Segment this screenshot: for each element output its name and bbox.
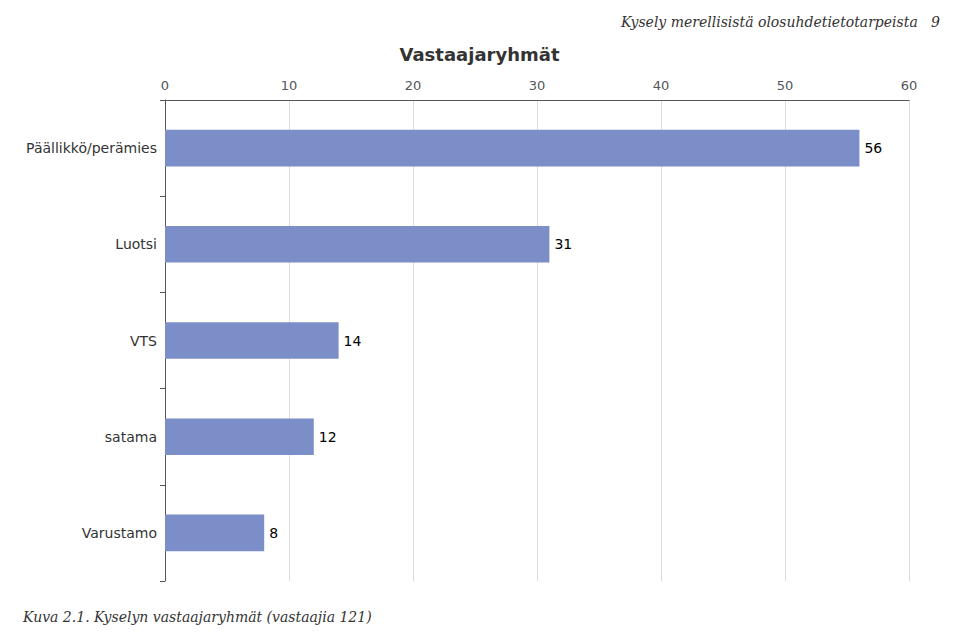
svg-text:Luotsi: Luotsi — [115, 236, 157, 252]
svg-text:satama: satama — [105, 429, 157, 445]
svg-text:Kysely merellisistä olosuhdeti: Kysely merellisistä olosuhdetietotarpeis… — [620, 14, 940, 30]
svg-text:10: 10 — [281, 78, 298, 93]
svg-text:40: 40 — [653, 78, 670, 93]
svg-text:20: 20 — [405, 78, 422, 93]
svg-text:Varustamo: Varustamo — [82, 525, 157, 541]
svg-text:50: 50 — [777, 78, 794, 93]
svg-text:Päällikkö/perämies: Päällikkö/perämies — [26, 140, 157, 156]
svg-text:0: 0 — [161, 78, 169, 93]
svg-text:14: 14 — [344, 333, 362, 349]
svg-text:VTS: VTS — [130, 333, 157, 349]
svg-text:31: 31 — [554, 236, 572, 252]
svg-text:60: 60 — [901, 78, 918, 93]
svg-text:30: 30 — [529, 78, 546, 93]
svg-text:56: 56 — [864, 140, 882, 156]
svg-text:Vastaajaryhmät: Vastaajaryhmät — [400, 44, 560, 65]
svg-text:12: 12 — [319, 429, 337, 445]
svg-text:Kuva 2.1. Kyselyn vastaajaryhm: Kuva 2.1. Kyselyn vastaajaryhmät (vastaa… — [22, 609, 372, 625]
svg-text:8: 8 — [269, 525, 278, 541]
